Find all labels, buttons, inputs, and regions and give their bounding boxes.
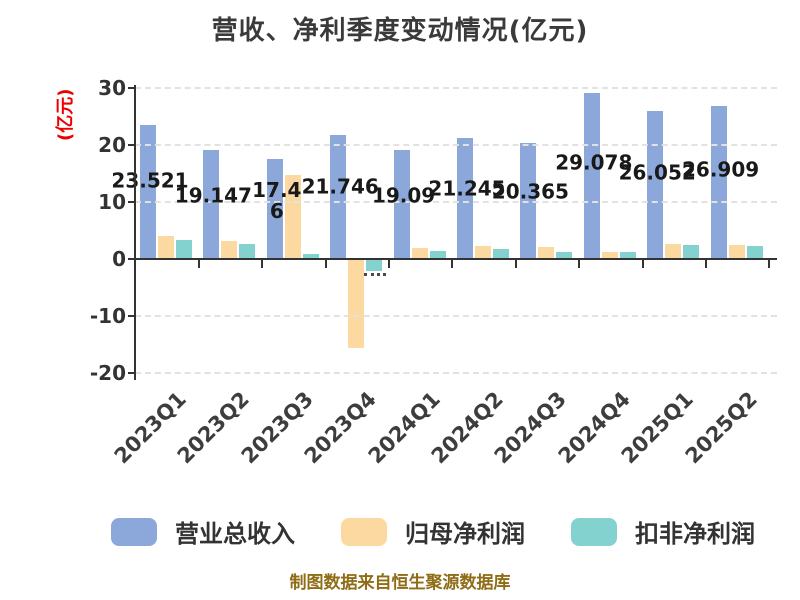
y-axis-tick-label: -20 xyxy=(89,361,126,385)
y-axis-tick xyxy=(128,315,135,317)
y-axis-tick-label: 10 xyxy=(98,190,126,214)
x-axis-tick xyxy=(197,260,200,268)
bar-non-gaap-profit-2024Q2 xyxy=(493,248,509,259)
bar-revenue-2023Q4 xyxy=(330,135,347,259)
bar-net-profit-2024Q4 xyxy=(601,251,618,259)
x-axis-tick xyxy=(514,260,517,268)
bar-non-gaap-profit-2025Q2 xyxy=(746,245,763,259)
y-axis-tick-label: 30 xyxy=(98,76,126,100)
bar-revenue-2025Q1 xyxy=(647,110,664,259)
y-axis-line xyxy=(134,85,136,380)
legend-item-net-profit[interactable]: 归母净利润 xyxy=(341,514,525,549)
bar-revenue-2023Q1 xyxy=(140,124,156,259)
bar-revenue-2024Q2 xyxy=(457,137,473,259)
legend-label-non-gaap-profit: 扣非净利润 xyxy=(635,520,755,548)
bar-revenue-2024Q4 xyxy=(583,93,600,259)
bar-revenue-2024Q3 xyxy=(520,142,537,259)
bar-non-gaap-profit-2024Q3 xyxy=(556,251,573,259)
bar-net-profit-2023Q2 xyxy=(221,241,238,259)
legend-swatch-net-profit xyxy=(341,517,387,546)
bar-value-label-2024Q2: 21.245 xyxy=(428,176,506,201)
gridline-y-20 xyxy=(135,144,777,146)
bar-value-label-2023Q4: 21.746 xyxy=(301,174,379,199)
bar-value-label-2023Q3: 17.4 6 xyxy=(252,178,302,224)
bar-value-label-2023Q2: 19.147 xyxy=(174,183,252,208)
bar-net-profit-2025Q2 xyxy=(728,244,745,259)
bar-net-profit-2023Q4 xyxy=(348,259,365,348)
bar-value-label-2025Q1: 26.052 xyxy=(618,160,696,185)
x-axis-tick xyxy=(578,260,581,268)
x-axis-tick xyxy=(451,260,454,268)
y-axis-tick xyxy=(128,372,135,374)
x-axis-tick xyxy=(641,260,644,268)
bar-value-label-2023Q1: 23.521 xyxy=(111,168,189,193)
bar-revenue-2024Q1 xyxy=(393,150,410,259)
y-axis-tick xyxy=(128,87,135,89)
legend-label-revenue: 营业总收入 xyxy=(175,520,295,548)
y-axis-tick xyxy=(128,144,135,146)
bar-net-profit-2024Q3 xyxy=(538,247,555,259)
bar-net-profit-2023Q3 xyxy=(284,174,301,259)
x-axis-tick xyxy=(261,260,264,268)
y-axis-tick-label: 20 xyxy=(98,133,126,157)
legend: 营业总收入 归母净利润 扣非净利润 xyxy=(0,514,800,549)
gridline-y--20 xyxy=(135,372,777,374)
bar-revenue-2025Q2 xyxy=(710,105,727,259)
y-axis-tick xyxy=(128,258,135,260)
gridline-y-10 xyxy=(135,201,777,203)
bar-value-label-2024Q3: 20.365 xyxy=(491,179,569,204)
y-axis-tick xyxy=(128,201,135,203)
gridline-y-30 xyxy=(135,87,777,89)
bar-net-profit-2024Q2 xyxy=(475,246,491,259)
bar-non-gaap-profit-2023Q4 xyxy=(366,259,383,271)
bar-non-gaap-profit-2023Q1 xyxy=(176,239,192,259)
bar-net-profit-2023Q1 xyxy=(158,236,174,259)
legend-swatch-non-gaap-profit xyxy=(571,517,617,546)
x-axis-tick xyxy=(324,260,327,268)
gridline-y--10 xyxy=(135,315,777,317)
dotted-clip-mark xyxy=(364,272,387,276)
y-axis-tick-label: 0 xyxy=(112,247,126,271)
x-axis-tick xyxy=(387,260,390,268)
bar-revenue-2023Q2 xyxy=(203,149,220,259)
x-axis-tick xyxy=(704,260,707,268)
legend-label-net-profit: 归母净利润 xyxy=(405,520,525,548)
bar-net-profit-2024Q1 xyxy=(411,248,428,259)
y-axis-tick-label: -10 xyxy=(89,304,126,328)
legend-swatch-revenue xyxy=(111,517,157,546)
footer-source-note: 制图数据来自恒生聚源数据库 xyxy=(289,573,511,593)
bar-non-gaap-profit-2024Q1 xyxy=(429,251,446,259)
bar-non-gaap-profit-2023Q3 xyxy=(302,254,319,259)
bar-value-label-2025Q2: 26.909 xyxy=(682,157,760,182)
bar-value-label-2024Q1: 19.09 xyxy=(371,183,436,208)
bar-non-gaap-profit-2025Q1 xyxy=(683,245,700,259)
bar-value-label-2024Q4: 29.078 xyxy=(555,150,633,175)
legend-item-non-gaap-profit[interactable]: 扣非净利润 xyxy=(571,514,755,549)
x-axis-tick xyxy=(768,260,771,268)
bar-net-profit-2025Q1 xyxy=(665,244,682,259)
chart-title: 营收、净利季度变动情况(亿元) xyxy=(211,16,589,46)
bar-non-gaap-profit-2024Q4 xyxy=(619,252,636,259)
x-axis-zero-line xyxy=(135,258,777,260)
bar-revenue-2023Q3 xyxy=(266,159,283,259)
legend-item-revenue[interactable]: 营业总收入 xyxy=(111,514,295,549)
bar-non-gaap-profit-2023Q2 xyxy=(239,244,256,259)
